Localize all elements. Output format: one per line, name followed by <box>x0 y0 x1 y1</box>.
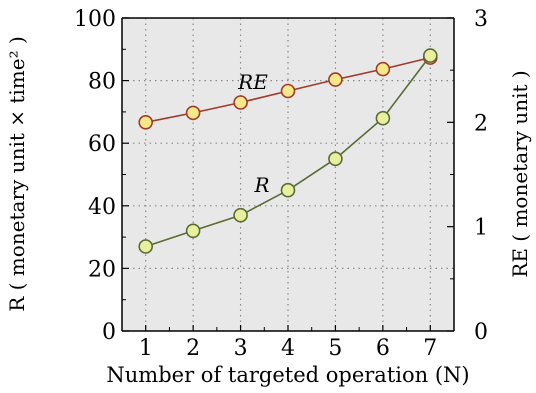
x-tick-label: 2 <box>186 336 200 361</box>
data-point-re <box>280 83 296 99</box>
x-axis-title: Number of targeted operation (N) <box>106 363 469 387</box>
data-point-r <box>185 223 201 239</box>
data-point-r <box>280 182 296 198</box>
left-axis-title: R ( monetary unit × time² ) <box>5 36 29 312</box>
data-point-re <box>138 115 153 130</box>
y-left-tick-label: 80 <box>88 70 116 95</box>
x-tick-label: 1 <box>139 336 153 361</box>
y-left-tick-label: 60 <box>88 132 116 157</box>
data-point-r <box>375 110 391 126</box>
y-left-tick-label: 100 <box>74 7 116 32</box>
series-label-r: R <box>253 173 269 197</box>
series-label-re: RE <box>237 70 268 94</box>
y-right-tick-label: 3 <box>474 7 488 32</box>
plot-area <box>122 18 454 331</box>
y-left-tick-label: 40 <box>88 195 116 220</box>
series <box>138 48 438 254</box>
data-point-re <box>328 72 343 87</box>
y-right-tick-label: 2 <box>474 111 488 136</box>
data-point-re <box>233 95 248 110</box>
data-point-re <box>375 61 391 77</box>
y-left-tick-label: 20 <box>88 257 116 282</box>
x-tick-label: 7 <box>423 336 437 361</box>
data-point-r <box>328 151 343 167</box>
grid-lines <box>122 18 454 331</box>
y-right-tick-label: 1 <box>474 216 488 241</box>
y-right-tick-label: 0 <box>474 320 488 345</box>
right-axis-title: RE ( monetary unit ) <box>508 70 532 277</box>
data-point-r <box>233 207 248 223</box>
x-tick-label: 5 <box>328 336 342 361</box>
data-point-r <box>138 239 153 254</box>
data-point-r <box>422 48 438 63</box>
x-tick-label: 4 <box>281 336 295 361</box>
data-point-re <box>185 105 201 121</box>
x-tick-label: 6 <box>376 336 390 361</box>
y-left-tick-label: 0 <box>102 320 116 345</box>
x-tick-label: 3 <box>234 336 248 361</box>
